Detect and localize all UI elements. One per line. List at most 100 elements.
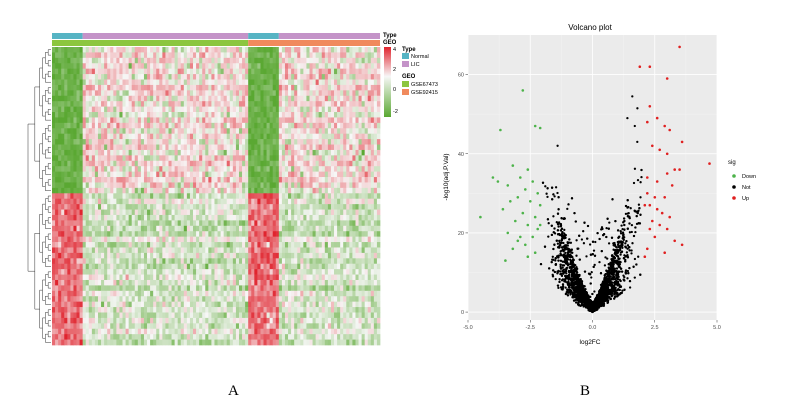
heat-cell <box>159 57 163 64</box>
heat-cell <box>147 63 151 70</box>
heat-cell <box>324 274 329 281</box>
heat-cell <box>275 106 280 113</box>
heat-cell <box>202 47 206 53</box>
heat-cell <box>238 74 243 80</box>
heat-cell <box>324 122 329 129</box>
heat-cell <box>97 106 102 113</box>
heat-cell <box>143 128 148 135</box>
heat-cell <box>58 160 62 167</box>
heat-cell <box>116 144 120 151</box>
heat-cell <box>64 139 68 145</box>
heat-cell <box>309 95 313 102</box>
heat-cell <box>269 133 274 140</box>
heat-cell <box>281 290 286 297</box>
heat-cell <box>153 269 157 275</box>
heat-cell <box>67 242 71 248</box>
heat-cell <box>143 133 148 140</box>
heat-cell <box>327 160 332 167</box>
heat-cell <box>202 290 206 297</box>
heat-cell <box>180 52 185 59</box>
heat-cell <box>376 166 381 172</box>
heat-cell <box>281 47 286 53</box>
heat-cell <box>318 155 323 162</box>
heat-cell <box>376 144 381 151</box>
heat-cell <box>125 236 129 243</box>
heat-cell <box>76 74 80 80</box>
heat-cell <box>257 101 261 107</box>
heat-cell <box>125 258 129 265</box>
heat-cell <box>110 187 114 194</box>
heat-cell <box>186 117 191 124</box>
heat-cell <box>189 117 194 124</box>
heat-cell <box>211 198 215 205</box>
heat-cell <box>275 139 280 145</box>
heat-cell <box>358 187 362 194</box>
heat-cell <box>312 68 316 75</box>
heat-cell <box>346 285 350 292</box>
heat-cell <box>202 220 206 227</box>
heat-cell <box>116 258 120 265</box>
heat-cell <box>61 236 65 243</box>
heat-cell <box>97 214 102 221</box>
heat-cell <box>202 204 206 210</box>
heat-cell <box>55 225 59 232</box>
heat-cell <box>88 57 93 64</box>
heat-cell <box>300 209 304 216</box>
heat-cell <box>143 122 148 129</box>
heat-cell <box>214 84 218 91</box>
heat-cell <box>291 204 295 210</box>
heat-cell <box>275 101 280 107</box>
heat-cell <box>235 52 240 59</box>
heat-cell <box>88 193 93 200</box>
heat-cell <box>91 117 96 124</box>
heat-cell <box>70 220 74 227</box>
heat-cell <box>334 160 338 167</box>
heat-cell <box>232 198 237 205</box>
heat-cell <box>254 209 258 216</box>
heat-cell <box>352 133 356 140</box>
heat-cell <box>143 63 148 70</box>
heat-cell <box>104 68 108 75</box>
heat-cell <box>70 258 74 265</box>
heat-cell <box>82 133 87 140</box>
heat-cell <box>174 160 179 167</box>
heat-cell <box>58 144 62 151</box>
heat-cell <box>278 47 283 53</box>
heat-cell <box>321 279 326 286</box>
heat-cell <box>183 171 188 178</box>
heat-cell <box>278 263 283 270</box>
heat-cell <box>248 193 252 200</box>
heat-cell <box>214 128 218 135</box>
heat-cell <box>321 177 326 183</box>
heat-cell <box>85 269 90 275</box>
heat-cell <box>275 274 280 281</box>
heat-cell <box>208 122 212 129</box>
heat-cell <box>278 198 283 205</box>
heat-cell <box>134 117 139 124</box>
heat-cell <box>168 122 172 129</box>
heat-cell <box>64 296 68 303</box>
heat-cell <box>168 236 172 243</box>
heat-cell <box>370 79 375 86</box>
heat-cell <box>340 122 344 129</box>
heat-cell <box>275 269 280 275</box>
heat-cell <box>291 57 295 64</box>
heat-cell <box>122 177 126 183</box>
heat-cell <box>337 84 341 91</box>
heat-cell <box>91 204 96 210</box>
heat-cell <box>134 149 139 156</box>
heat-cell <box>196 79 200 86</box>
heat-cell <box>174 204 179 210</box>
heat-cell <box>248 90 252 97</box>
heat-cell <box>327 231 332 237</box>
heat-cell <box>358 74 362 80</box>
heat-cell <box>202 74 206 80</box>
heat-cell <box>223 133 228 140</box>
heat-cell <box>125 155 129 162</box>
heat-cell <box>94 220 99 227</box>
heat-cell <box>303 269 307 275</box>
heat-cell <box>110 231 114 237</box>
heat-cell <box>220 225 225 232</box>
heat-cell <box>294 101 298 107</box>
heat-cell <box>113 47 117 53</box>
